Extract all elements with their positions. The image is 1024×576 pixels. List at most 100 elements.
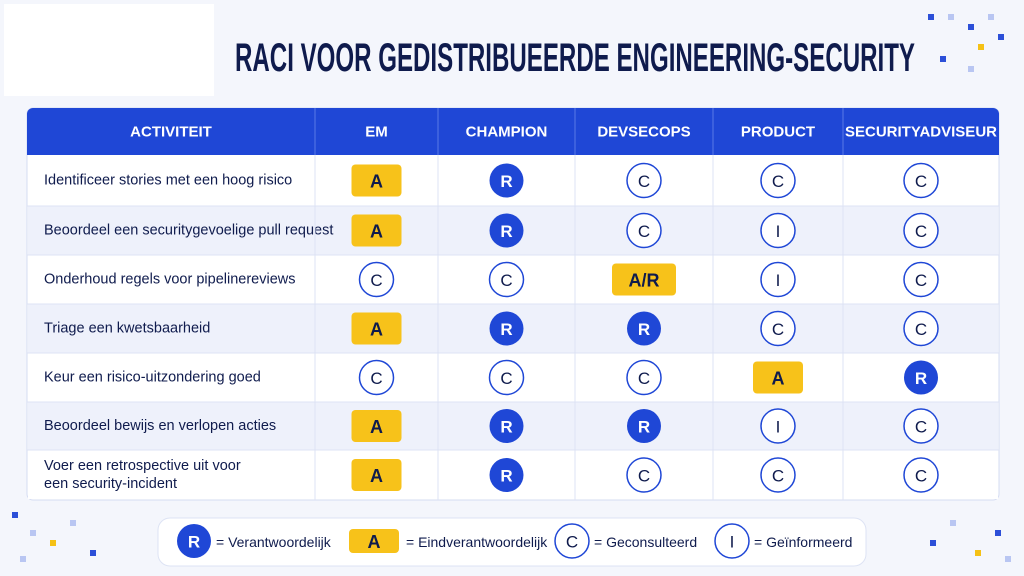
badge-text: C bbox=[915, 271, 927, 290]
responsible-badge bbox=[627, 409, 661, 443]
responsible-badge bbox=[904, 360, 938, 395]
outline-badge bbox=[903, 162, 939, 199]
outline-badge bbox=[903, 457, 939, 493]
accountable-badge bbox=[753, 361, 803, 394]
header-cell: PRODUCT bbox=[741, 124, 815, 141]
badge-text: C bbox=[772, 320, 784, 339]
outline-badge bbox=[358, 359, 395, 396]
accountable-badge bbox=[351, 459, 402, 491]
badge-text: C bbox=[772, 467, 784, 486]
badge-text: A bbox=[370, 417, 383, 437]
outline-badge bbox=[488, 261, 525, 298]
outline-badge bbox=[760, 212, 796, 249]
outline-badge bbox=[714, 523, 750, 559]
accountable-badge bbox=[351, 410, 402, 442]
outline-badge bbox=[626, 359, 662, 396]
badge-text: R bbox=[500, 418, 512, 437]
outline-badge bbox=[760, 310, 796, 347]
activity-label: Beoordeel een securitygevoelige pull req… bbox=[44, 223, 333, 239]
outline-badge bbox=[760, 408, 796, 444]
legend-label: = Eindverantwoordelijk bbox=[406, 534, 548, 550]
legend-label: = Verantwoordelijk bbox=[216, 534, 332, 550]
accountable-badge bbox=[612, 263, 676, 296]
badge-text: I bbox=[776, 222, 781, 241]
activity-label: Identificeer stories met een hoog risico bbox=[44, 173, 292, 189]
badge-text: C bbox=[566, 533, 578, 552]
badge-text: C bbox=[500, 271, 512, 290]
badge-text: R bbox=[188, 533, 200, 552]
decor-squares bbox=[12, 14, 1011, 562]
activity-label: Beoordeel bewijs en verlopen acties bbox=[44, 418, 276, 434]
legend-label: = Geconsulteerd bbox=[594, 534, 697, 550]
accountable-badge bbox=[351, 312, 402, 345]
activity-label: Voer een retrospective uit voor bbox=[44, 458, 241, 474]
badge-text: A bbox=[370, 320, 383, 340]
header-cell: EM bbox=[365, 124, 388, 141]
badge-text: A bbox=[370, 222, 383, 242]
badge-text: R bbox=[638, 320, 650, 339]
badge-text: R bbox=[500, 172, 512, 191]
badge-text: R bbox=[500, 467, 512, 486]
badge-text: A bbox=[772, 369, 785, 389]
badge-text: C bbox=[638, 467, 650, 486]
outline-badge bbox=[626, 212, 662, 249]
outline-badge bbox=[903, 408, 939, 444]
activity-label: Triage een kwetsbaarheid bbox=[44, 321, 210, 337]
badge-text: C bbox=[915, 320, 927, 339]
badge-text: C bbox=[772, 172, 784, 191]
accountable-badge bbox=[351, 214, 402, 247]
badge-text: I bbox=[776, 271, 781, 290]
responsible-badge bbox=[627, 311, 661, 346]
badge-text: C bbox=[915, 172, 927, 191]
activity-label: een security-incident bbox=[44, 476, 177, 492]
outline-badge bbox=[626, 162, 662, 199]
responsible-badge bbox=[489, 311, 524, 346]
badge-text: R bbox=[500, 222, 512, 241]
responsible-badge bbox=[177, 524, 211, 558]
header-bg bbox=[27, 108, 999, 155]
badge-text: R bbox=[500, 320, 512, 339]
outline-badge bbox=[903, 212, 939, 249]
activity-label: Onderhoud regels voor pipelinereviews bbox=[44, 272, 295, 288]
responsible-badge bbox=[489, 409, 524, 443]
header-cell: CHAMPION bbox=[466, 124, 548, 141]
badge-text: A bbox=[370, 466, 383, 486]
badge-text: C bbox=[370, 271, 382, 290]
accountable-badge bbox=[351, 164, 402, 197]
badge-text: C bbox=[638, 172, 650, 191]
outline-badge bbox=[903, 261, 939, 298]
badge-text: A/R bbox=[629, 271, 660, 291]
badge-text: C bbox=[915, 222, 927, 241]
header-cell: ACTIVITEIT bbox=[130, 124, 212, 141]
outline-badge bbox=[760, 162, 796, 199]
badge-text: I bbox=[776, 418, 781, 437]
header-cell: SECURITYADVISEUR bbox=[845, 124, 997, 141]
outline-badge bbox=[626, 457, 662, 493]
badge-text: A bbox=[370, 172, 383, 192]
outline-badge bbox=[760, 261, 796, 298]
header-cell: DEVSECOPS bbox=[597, 124, 690, 141]
logo-area bbox=[4, 4, 214, 96]
badge-text: C bbox=[638, 369, 650, 388]
badge-text: R bbox=[638, 418, 650, 437]
legend-box bbox=[157, 517, 867, 567]
badge-text: C bbox=[638, 222, 650, 241]
responsible-badge bbox=[489, 458, 524, 492]
activity-label: Keur een risico-uitzondering goed bbox=[44, 370, 261, 386]
badge-text: C bbox=[370, 369, 382, 388]
accountable-badge bbox=[349, 529, 399, 553]
badge-text: C bbox=[915, 467, 927, 486]
badge-text: C bbox=[915, 418, 927, 437]
outline-badge bbox=[358, 261, 395, 298]
outline-badge bbox=[488, 359, 525, 396]
outline-badge bbox=[903, 310, 939, 347]
responsible-badge bbox=[489, 163, 524, 198]
outline-badge bbox=[554, 523, 590, 559]
badge-text: R bbox=[915, 369, 927, 388]
badge-text: I bbox=[730, 533, 735, 552]
badge-text: A bbox=[368, 532, 381, 552]
title: RACI VOOR GEDISTRIBUEERDE ENGINEERING-SE… bbox=[235, 36, 915, 80]
legend-label: = Geïnformeerd bbox=[754, 534, 852, 550]
